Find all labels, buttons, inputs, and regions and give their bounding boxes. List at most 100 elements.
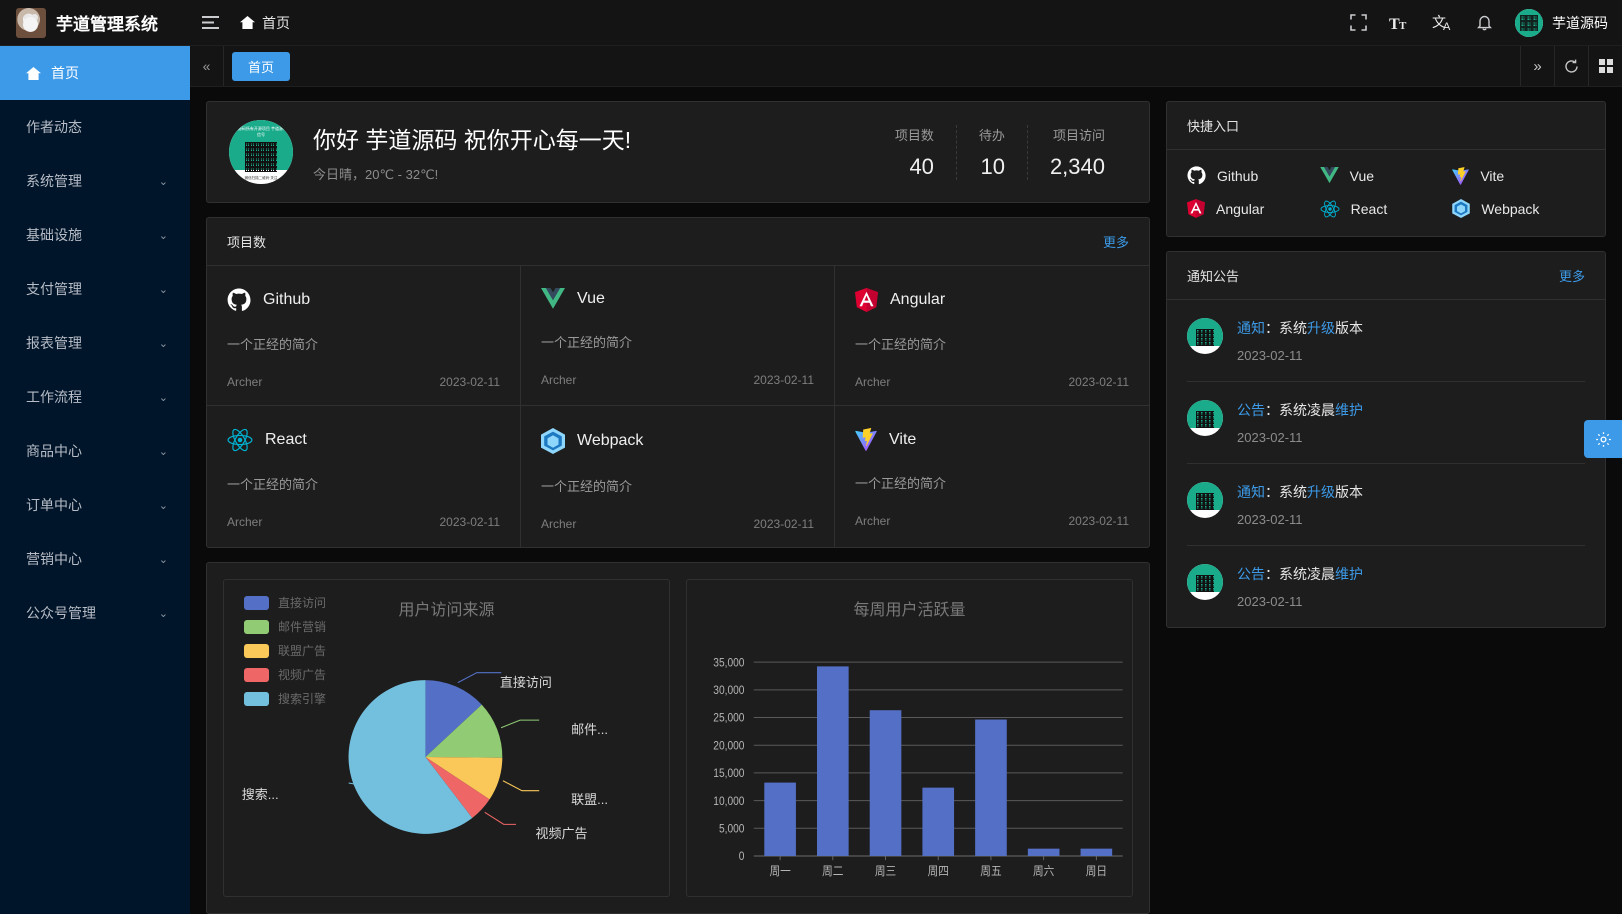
project-desc: 一个正经的简介 xyxy=(541,479,633,494)
quick-item-webpack[interactable]: Webpack xyxy=(1452,199,1585,218)
bar[interactable] xyxy=(869,710,902,856)
stat-label: 项目访问 xyxy=(1052,127,1105,143)
bar[interactable] xyxy=(764,782,796,856)
react-icon xyxy=(227,428,253,452)
tab-home[interactable]: 首页 xyxy=(232,51,291,81)
pie-slice[interactable] xyxy=(425,680,482,757)
grid-icon[interactable] xyxy=(1588,46,1622,86)
qrcode-avatar: 芋道源码所有开源项目 芋道源码 微信号 微信扫描二维码·关注 xyxy=(229,120,293,184)
quick-item-vite[interactable]: Vite xyxy=(1452,166,1585,185)
sidebar-item-mp[interactable]: 公众号管理 ⌄ xyxy=(0,586,190,640)
quick-item-angular[interactable]: Angular xyxy=(1187,199,1320,218)
welcome-card: 芋道源码所有开源项目 芋道源码 微信号 微信扫描二维码·关注 你好 芋道源码 祝… xyxy=(206,101,1150,203)
sidebar-item-home[interactable]: 首页 xyxy=(0,46,190,100)
user-menu[interactable]: 芋道源码 xyxy=(1507,8,1608,37)
sidebar-item-report[interactable]: 报表管理 ⌄ xyxy=(0,316,190,370)
list-item[interactable]: 通知：系统升级版本 2023-02-11 xyxy=(1187,300,1585,382)
svg-text:A: A xyxy=(1443,21,1451,31)
double-chevron-left-icon[interactable]: « xyxy=(190,46,224,86)
sidebar-item-marketing[interactable]: 营销中心 ⌄ xyxy=(0,532,190,586)
bar[interactable] xyxy=(1080,848,1113,856)
list-item[interactable]: 公告：系统凌晨维护 2023-02-11 xyxy=(1187,546,1585,627)
breadcrumb[interactable]: 首页 xyxy=(240,13,290,33)
bar[interactable] xyxy=(975,719,1007,856)
project-name: Vue xyxy=(577,290,605,307)
sidebar-item-product[interactable]: 商品中心 ⌄ xyxy=(0,424,190,478)
pie-slice[interactable] xyxy=(425,756,490,818)
bar-series xyxy=(764,666,1113,856)
project-card-webpack[interactable]: Webpack 一个正经的简介 Archer 2023-02-11 xyxy=(521,406,835,547)
legend-label: 联盟广告 xyxy=(278,644,327,658)
project-name: Github xyxy=(263,291,311,308)
sidebar-item-label: 基础设施 xyxy=(26,227,82,243)
quick-item-github[interactable]: Github xyxy=(1187,166,1320,185)
sidebar-item-label: 报表管理 xyxy=(26,335,82,351)
list-item[interactable]: 公告：系统凌晨维护 2023-02-11 xyxy=(1187,382,1585,464)
legend-item[interactable]: 联盟广告 xyxy=(244,642,326,659)
bar[interactable] xyxy=(817,666,849,856)
project-card-react[interactable]: React 一个正经的简介 Archer 2023-02-11 xyxy=(207,406,521,547)
sidebar-item-payment[interactable]: 支付管理 ⌄ xyxy=(0,262,190,316)
chevron-down-icon: ⌄ xyxy=(158,499,168,512)
quick-entry-title: 快捷入口 xyxy=(1187,119,1240,134)
hamburger-icon[interactable] xyxy=(190,0,230,46)
notice-item-title[interactable]: 通知：系统升级版本 xyxy=(1237,320,1363,336)
github-icon xyxy=(227,288,251,312)
sidebar-item-label: 支付管理 xyxy=(26,281,82,297)
settings-fab-button[interactable] xyxy=(1584,420,1622,458)
bar-chart: 每周用户活跃量 0 5,000 10,000 15,000 20,000 25,000 30… xyxy=(686,579,1133,897)
bar[interactable] xyxy=(922,787,955,856)
project-card-vue[interactable]: Vue 一个正经的简介 Archer 2023-02-11 xyxy=(521,266,835,406)
quick-entry-card: 快捷入口 Github Vue xyxy=(1166,101,1606,237)
quick-item-react[interactable]: React xyxy=(1320,199,1453,218)
quick-item-vue[interactable]: Vue xyxy=(1319,166,1453,185)
double-chevron-right-icon[interactable]: » xyxy=(1520,46,1554,86)
sidebar-item-system[interactable]: 系统管理 ⌄ xyxy=(0,154,190,208)
fullscreen-icon[interactable] xyxy=(1339,4,1377,42)
projects-more-link[interactable]: 更多 xyxy=(1102,235,1129,250)
project-card-vite[interactable]: Vite 一个正经的简介 Archer 2023-02-11 xyxy=(835,406,1149,547)
pie-label-direct: 直接访问 xyxy=(499,674,552,690)
bell-icon[interactable] xyxy=(1465,4,1503,42)
quick-entry-grid: Github Vue Vite xyxy=(1167,150,1605,236)
bar-x-tick-labels: 周一 周二 周三 周四 周五 周六 周日 xyxy=(769,863,1107,878)
refresh-icon[interactable] xyxy=(1554,46,1588,86)
legend-item[interactable]: 直接访问 xyxy=(244,594,326,611)
brand[interactable]: 芋道管理系统 xyxy=(0,7,190,38)
sidebar-item-infra[interactable]: 基础设施 ⌄ xyxy=(0,208,190,262)
legend-item[interactable]: 视频广告 xyxy=(244,666,326,683)
sidebar-item-order[interactable]: 订单中心 ⌄ xyxy=(0,478,190,532)
legend-item[interactable]: 搜索引擎 xyxy=(244,690,326,707)
y-tick-label: 5,000 xyxy=(719,823,745,836)
list-item[interactable]: 通知：系统升级版本 2023-02-11 xyxy=(1187,464,1585,546)
sidebar: 首页 作者动态 系统管理 ⌄ 基础设施 ⌄ 支付管理 ⌄ 报表管理 ⌄ xyxy=(0,46,190,914)
pie-leader xyxy=(500,719,540,729)
project-title-row: Github xyxy=(227,288,500,312)
notice-item-title[interactable]: 通知：系统升级版本 xyxy=(1237,484,1363,500)
project-card-github[interactable]: Github 一个正经的简介 Archer 2023-02-11 xyxy=(207,266,521,406)
pie-slice[interactable] xyxy=(348,680,473,834)
font-size-icon[interactable]: T T xyxy=(1381,4,1419,42)
pie-leader xyxy=(502,780,540,792)
notice-item-title[interactable]: 公告：系统凌晨维护 xyxy=(1237,402,1363,418)
qrcode-avatar xyxy=(1187,318,1223,354)
translate-icon[interactable]: 文 A xyxy=(1423,4,1461,42)
project-meta: Archer 2023-02-11 xyxy=(855,514,1129,528)
sidebar-item-workflow[interactable]: 工作流程 ⌄ xyxy=(0,370,190,424)
welcome-stats: 项目数 40 待办 10 项目访问 2,340 xyxy=(873,124,1127,180)
sidebar-item-author-news[interactable]: 作者动态 xyxy=(0,100,190,154)
chevron-down-icon: ⌄ xyxy=(158,391,168,404)
pie-legend: 直接访问 邮件营销 联盟广告 xyxy=(244,594,326,714)
project-author: Archer xyxy=(855,514,891,528)
pie-slice[interactable] xyxy=(425,704,503,758)
project-card-angular[interactable]: Angular 一个正经的简介 Archer 2023-02-11 xyxy=(835,266,1149,406)
legend-item[interactable]: 邮件营销 xyxy=(244,618,326,635)
avatar-footer: 微信扫描二维码·关注 xyxy=(244,176,278,180)
pie-leader xyxy=(457,672,502,684)
notice-item-title[interactable]: 公告：系统凌晨维护 xyxy=(1237,566,1363,582)
bar[interactable] xyxy=(1027,848,1060,856)
pie-leader-lines xyxy=(348,672,540,825)
qrcode-avatar xyxy=(1187,482,1223,518)
pie-slice[interactable] xyxy=(425,756,503,800)
notice-more-link[interactable]: 更多 xyxy=(1558,269,1585,284)
